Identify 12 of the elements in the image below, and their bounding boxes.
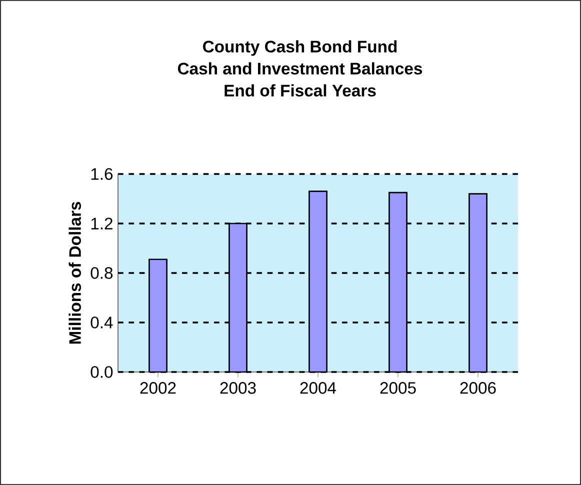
x-tick-label: 2006	[460, 382, 496, 394]
x-tick-label: 2004	[300, 382, 336, 394]
x-tick-label: 2005	[380, 382, 416, 394]
x-tick-label: 2003	[220, 382, 256, 394]
y-tick-label: 0.0	[90, 366, 113, 378]
x-tick-label: 2002	[140, 382, 176, 394]
y-tick-label: 0.8	[90, 267, 113, 279]
chart-title: County Cash Bond Fund Cash and Investment Balances End of Fiscal Years	[178, 40, 422, 97]
y-tick-label: 0.4	[90, 316, 113, 328]
y-tick-label: 1.2	[91, 218, 112, 230]
y-tick-label: 1.6	[91, 168, 113, 180]
y-axis-title: Millions of Dollars	[68, 202, 81, 344]
